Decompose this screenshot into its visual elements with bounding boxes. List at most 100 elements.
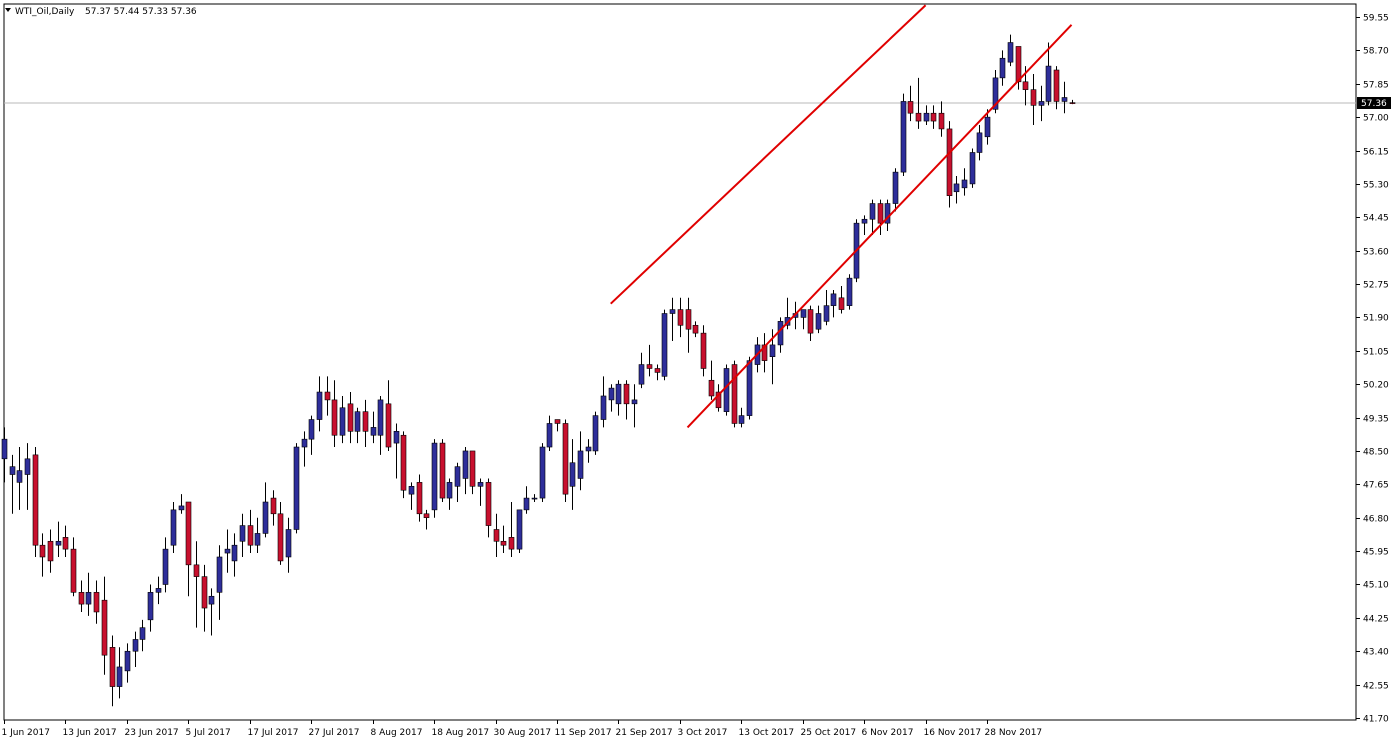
candle xyxy=(585,439,592,463)
candle xyxy=(423,509,430,530)
candle xyxy=(562,419,569,503)
candle xyxy=(293,443,300,534)
y-tick-label: 43.40 xyxy=(1363,648,1389,658)
x-tick-label: 21 Sep 2017 xyxy=(616,728,673,738)
bull-candle-body xyxy=(139,627,146,640)
bull-candle-body xyxy=(477,482,484,487)
bull-candle-body xyxy=(155,588,162,593)
current-price-tag xyxy=(1357,97,1391,110)
candle xyxy=(147,584,154,632)
candle xyxy=(270,490,277,526)
bull-candle-body xyxy=(239,525,246,542)
candle xyxy=(661,309,668,381)
candle xyxy=(930,105,937,129)
y-tick-label: 54.45 xyxy=(1363,214,1389,224)
candle xyxy=(923,105,930,125)
y-tick-label: 44.25 xyxy=(1363,615,1389,625)
collapse-triangle-icon[interactable] xyxy=(5,8,11,12)
candle xyxy=(738,407,745,428)
candle xyxy=(132,631,139,667)
y-tick-label: 48.50 xyxy=(1363,448,1389,458)
bear-candle-body xyxy=(938,112,945,130)
trendlines xyxy=(610,4,1073,429)
time-axis: 1 Jun 2017 13 Jun 2017 23 Jun 2017 5 Jul 20… xyxy=(2,720,1042,738)
y-tick-label: 52.75 xyxy=(1363,281,1389,291)
bull-candle-body xyxy=(254,533,261,546)
y-tick-label: 46.80 xyxy=(1363,515,1389,525)
bear-candle-body xyxy=(385,403,392,448)
x-tick-label: 3 Oct 2017 xyxy=(678,728,728,738)
candle xyxy=(838,286,845,314)
bull-candle-body xyxy=(16,470,23,483)
candle xyxy=(1069,99,1076,105)
chart-header: WTI_Oil,Daily 57.37 57.44 57.33 57.36 xyxy=(5,7,197,17)
candle xyxy=(55,521,62,557)
bear-candle-body xyxy=(347,403,354,432)
candle xyxy=(285,517,292,573)
bull-candle-body xyxy=(1007,42,1014,63)
candle xyxy=(362,399,369,448)
candle xyxy=(953,176,960,204)
bear-candle-body xyxy=(731,364,738,424)
bull-candle-body xyxy=(746,360,753,416)
bull-candle-body xyxy=(631,399,638,405)
candle xyxy=(247,509,254,554)
candle xyxy=(47,529,54,573)
candle xyxy=(677,297,684,338)
bear-candle-body xyxy=(1053,69,1060,102)
candle xyxy=(70,537,77,597)
bear-candle-body xyxy=(1022,81,1029,90)
bear-candle-body xyxy=(1069,102,1076,104)
candle xyxy=(1007,34,1014,67)
x-tick-label: 1 Jun 2017 xyxy=(2,728,50,738)
bull-candle-body xyxy=(999,57,1006,79)
candle xyxy=(469,450,476,495)
x-tick-label: 25 Oct 2017 xyxy=(801,728,857,738)
bull-candle-body xyxy=(608,387,615,401)
candle xyxy=(761,333,768,373)
bear-candle-body xyxy=(715,391,722,409)
candle xyxy=(500,525,507,554)
candle xyxy=(938,101,945,137)
bull-candle-body xyxy=(523,497,530,511)
candle xyxy=(416,474,423,522)
candle xyxy=(969,148,976,188)
candle xyxy=(608,384,615,412)
candle xyxy=(531,494,538,503)
candle xyxy=(231,533,238,577)
bull-candle-body xyxy=(9,466,16,475)
candle xyxy=(1030,73,1037,125)
bull-candle-body xyxy=(800,309,807,318)
candle xyxy=(354,407,361,444)
bull-candle-body xyxy=(546,423,553,448)
bear-candle-body xyxy=(400,434,407,491)
channel-lower-line[interactable] xyxy=(686,24,1073,429)
bull-candle-body xyxy=(377,399,384,436)
bull-candle-body xyxy=(393,431,400,444)
candle xyxy=(477,478,484,506)
y-tick-label: 57.00 xyxy=(1363,114,1389,124)
bear-candle-body xyxy=(1030,89,1037,106)
bull-candle-body xyxy=(55,540,62,546)
channel-upper-line[interactable] xyxy=(610,4,927,305)
candle xyxy=(715,384,722,412)
bear-candle-body xyxy=(201,576,208,609)
bear-candle-body xyxy=(324,391,331,401)
bear-candle-body xyxy=(700,332,707,369)
candle xyxy=(39,533,46,577)
candle xyxy=(539,443,546,503)
bull-candle-body xyxy=(569,462,576,487)
candle xyxy=(623,380,630,420)
candle xyxy=(178,494,185,514)
bull-candle-body xyxy=(147,592,154,621)
bull-candle-body xyxy=(208,595,215,605)
bull-candle-body xyxy=(539,446,546,499)
candle xyxy=(331,380,338,448)
x-tick-label: 11 Sep 2017 xyxy=(555,728,612,738)
x-tick-label: 13 Jun 2017 xyxy=(63,728,117,738)
bear-candle-body xyxy=(807,309,814,334)
bull-candle-body xyxy=(769,344,776,358)
y-tick-label: 45.95 xyxy=(1363,548,1389,558)
candle xyxy=(454,462,461,503)
bull-candle-body xyxy=(992,77,999,110)
